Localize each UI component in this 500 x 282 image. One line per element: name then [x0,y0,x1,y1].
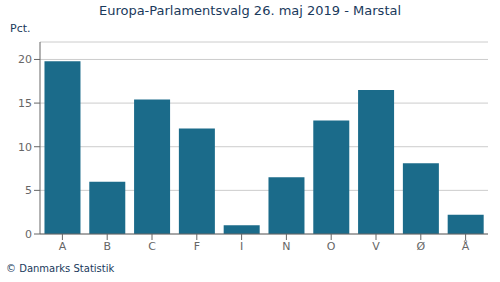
svg-text:Ø: Ø [416,240,425,253]
svg-text:0: 0 [25,228,32,241]
svg-text:Å: Å [462,240,470,253]
svg-text:V: V [372,240,380,253]
svg-text:O: O [327,240,336,253]
html-text:© Danmarks Statistik: © Danmarks Statistik [6,263,115,274]
svg-text:10: 10 [18,141,32,154]
svg-text:15: 15 [18,97,32,110]
svg-text:N: N [282,240,290,253]
html-text:Pct.: Pct. [10,22,31,35]
svg-text:5: 5 [25,184,32,197]
svg-text:20: 20 [18,53,32,66]
svg-text:B: B [103,240,111,253]
svg-text:C: C [148,240,156,253]
svg-text:F: F [194,240,200,253]
svg-text:I: I [240,240,243,253]
html-text:Europa-Parlamentsvalg 26. maj: Europa-Parlamentsvalg 26. maj 2019 - Mar… [98,3,402,18]
svg-text:A: A [59,240,67,253]
